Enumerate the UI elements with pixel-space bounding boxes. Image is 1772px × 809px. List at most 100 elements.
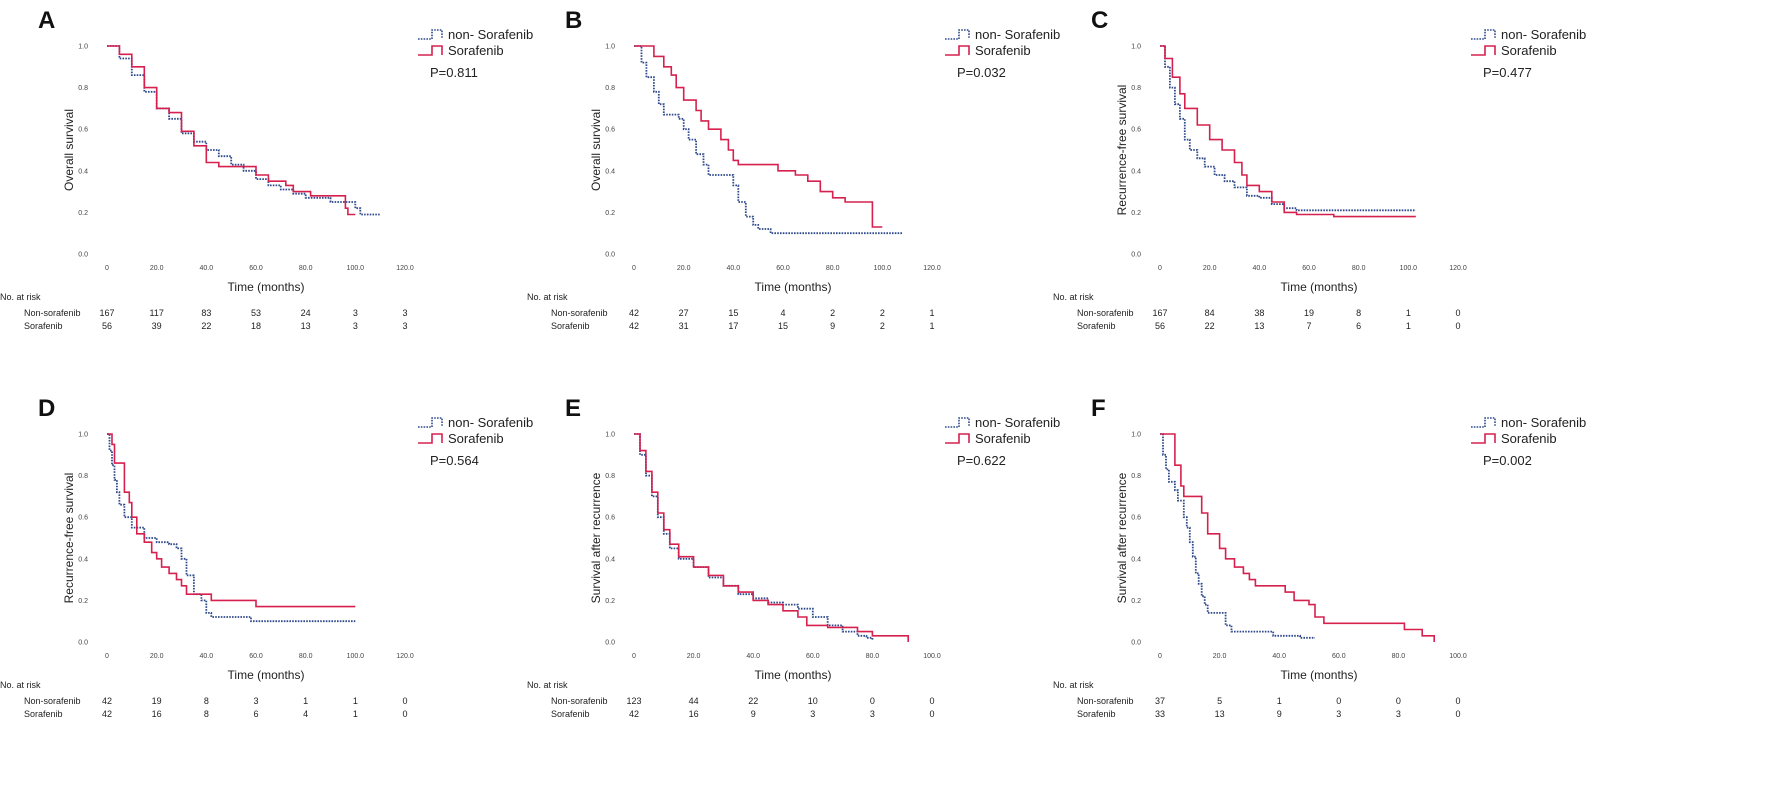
x-tick-label: 100.0 <box>347 265 365 272</box>
panel-letter: E <box>565 395 581 422</box>
series-line-non-sorafenib <box>634 45 903 235</box>
y-tick-label: 0.0 <box>1131 252 1141 259</box>
risk-count-non-sorafenib: 22 <box>748 696 758 706</box>
risk-count-sorafenib: 3 <box>810 709 815 719</box>
y-tick-label: 0.6 <box>78 127 88 134</box>
risk-table-header: No. at risk <box>527 680 568 690</box>
x-tick-label: 20.0 <box>150 653 164 660</box>
series-line-non-sorafenib <box>1160 433 1315 639</box>
legend-swatch-non-sorafenib <box>945 29 970 40</box>
km-panel-d: D Recurrence-free survival 0.0 0.2 0.4 0.6 0.8… <box>0 388 590 792</box>
x-tick-label: 40.0 <box>1253 265 1267 272</box>
series-line-non-sorafenib <box>107 45 381 216</box>
x-axis-title: Time (months) <box>755 668 832 682</box>
risk-count-non-sorafenib: 0 <box>1336 696 1341 706</box>
legend-swatch-sorafenib <box>945 433 970 444</box>
legend-label-non-sorafenib: non- Sorafenib <box>448 415 533 430</box>
risk-row-label-non-sorafenib: Non-sorafenib <box>24 696 81 706</box>
risk-count-sorafenib: 33 <box>1155 709 1165 719</box>
risk-count-sorafenib: 42 <box>629 321 639 331</box>
km-panel-e: E Survival after recurrence 0.0 0.2 0.4 0.6 0.… <box>527 388 1117 792</box>
series-line-sorafenib <box>1160 433 1435 642</box>
y-tick-label: 0.8 <box>1131 473 1141 480</box>
y-tick-label: 0.0 <box>78 252 88 259</box>
series-line-sorafenib <box>107 45 356 216</box>
risk-count-non-sorafenib: 123 <box>626 696 641 706</box>
x-tick-label: 0 <box>1158 265 1162 272</box>
risk-count-sorafenib: 39 <box>152 321 162 331</box>
y-tick-label: 0.0 <box>605 252 615 259</box>
risk-count-sorafenib: 0 <box>402 709 407 719</box>
legend-swatch-non-sorafenib <box>418 417 443 428</box>
risk-count-non-sorafenib: 4 <box>780 308 785 318</box>
risk-count-non-sorafenib: 8 <box>204 696 209 706</box>
x-tick-label: 120.0 <box>1449 265 1467 272</box>
risk-count-sorafenib: 3 <box>1336 709 1341 719</box>
risk-table-header: No. at risk <box>0 292 41 302</box>
x-tick-label: 100.0 <box>347 653 365 660</box>
y-axis-title: Survival after recurrence <box>1115 472 1129 603</box>
y-axis-title: Survival after recurrence <box>589 472 603 603</box>
series-line-sorafenib <box>634 45 883 228</box>
risk-count-sorafenib: 0 <box>929 709 934 719</box>
risk-row-label-sorafenib: Sorafenib <box>1077 709 1116 719</box>
legend-label-sorafenib: Sorafenib <box>975 43 1031 58</box>
legend-label-non-sorafenib: non- Sorafenib <box>1501 415 1586 430</box>
km-panel-a: A Overall survival 0.0 0.2 0.4 0.6 0.8 1.0 0 20.0… <box>0 0 590 404</box>
risk-count-sorafenib: 3 <box>870 709 875 719</box>
risk-count-non-sorafenib: 15 <box>728 308 738 318</box>
x-tick-label: 120.0 <box>923 265 941 272</box>
km-panel-c: C Recurrence-free survival 0.0 0.2 0.4 0.6 0.8… <box>1053 0 1643 404</box>
km-chart-svg: A Overall survival 0.0 0.2 0.4 0.6 0.8 1.0 0 20.0… <box>0 7 533 331</box>
risk-count-non-sorafenib: 0 <box>402 696 407 706</box>
panel-letter: B <box>565 7 582 34</box>
risk-count-sorafenib: 15 <box>778 321 788 331</box>
legend-swatch-sorafenib <box>945 45 970 56</box>
x-tick-label: 20.0 <box>677 265 691 272</box>
y-tick-label: 0.6 <box>1131 127 1141 134</box>
y-tick-label: 1.0 <box>78 432 88 439</box>
legend-label-sorafenib: Sorafenib <box>448 43 504 58</box>
risk-count-sorafenib: 0 <box>1455 321 1460 331</box>
p-value: P=0.811 <box>430 65 478 80</box>
risk-count-non-sorafenib: 1 <box>303 696 308 706</box>
panel-letter: D <box>38 395 55 422</box>
risk-table-header: No. at risk <box>1053 292 1094 302</box>
km-chart-svg: E Survival after recurrence 0.0 0.2 0.4 0.6 0.… <box>527 395 1060 719</box>
y-tick-label: 0.2 <box>78 598 88 605</box>
p-value: P=0.477 <box>1483 65 1532 80</box>
y-tick-label: 0.2 <box>605 598 615 605</box>
legend-swatch-non-sorafenib <box>418 29 443 40</box>
legend-label-non-sorafenib: non- Sorafenib <box>975 415 1060 430</box>
risk-count-non-sorafenib: 117 <box>149 308 163 318</box>
series-line-sorafenib <box>107 433 356 608</box>
y-tick-label: 0.4 <box>605 556 615 563</box>
x-axis-title: Time (months) <box>228 668 305 682</box>
risk-count-non-sorafenib: 42 <box>102 696 112 706</box>
y-tick-label: 0.2 <box>605 210 615 217</box>
y-tick-label: 0.4 <box>78 168 88 175</box>
risk-count-sorafenib: 56 <box>1155 321 1165 331</box>
risk-count-sorafenib: 16 <box>152 709 162 719</box>
p-value: P=0.564 <box>430 453 479 468</box>
risk-count-non-sorafenib: 3 <box>402 308 407 318</box>
x-tick-label: 80.0 <box>866 653 880 660</box>
p-value: P=0.032 <box>957 65 1006 80</box>
x-tick-label: 80.0 <box>1352 265 1366 272</box>
risk-count-sorafenib: 6 <box>1356 321 1361 331</box>
legend-swatch-non-sorafenib <box>1471 417 1496 428</box>
risk-count-non-sorafenib: 24 <box>301 308 311 318</box>
x-tick-label: 80.0 <box>299 653 313 660</box>
x-axis-title: Time (months) <box>1281 280 1358 294</box>
risk-count-non-sorafenib: 0 <box>929 696 934 706</box>
risk-count-non-sorafenib: 3 <box>353 308 358 318</box>
legend-swatch-sorafenib <box>418 433 443 444</box>
y-axis-title: Recurrence-free survival <box>1115 85 1129 216</box>
risk-count-sorafenib: 13 <box>1215 709 1225 719</box>
risk-count-non-sorafenib: 1 <box>353 696 358 706</box>
legend-label-sorafenib: Sorafenib <box>1501 431 1557 446</box>
risk-count-sorafenib: 1 <box>353 709 358 719</box>
series-line-non-sorafenib <box>107 433 356 623</box>
risk-table-header: No. at risk <box>0 680 41 690</box>
risk-row-label-sorafenib: Sorafenib <box>24 321 63 331</box>
